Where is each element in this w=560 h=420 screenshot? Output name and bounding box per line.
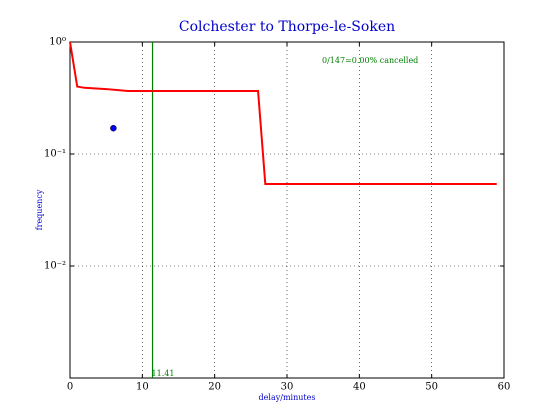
x-tick-label: 50 xyxy=(425,382,438,393)
x-tick-label: 30 xyxy=(281,382,294,393)
x-tick-label: 0 xyxy=(67,382,73,393)
annotation: 0/147=0.00% cancelled xyxy=(322,56,418,65)
x-tick-label: 20 xyxy=(208,382,221,393)
y-tick-label: 10⁰ xyxy=(49,37,66,48)
x-tick-label: 10 xyxy=(136,382,149,393)
x-axis-label: delay/minutes xyxy=(259,393,316,402)
chart-title: Colchester to Thorpe-le-Soken xyxy=(179,19,395,35)
x-tick-label: 60 xyxy=(498,382,511,393)
y-tick-label: 10⁻¹ xyxy=(44,149,66,160)
x-tick-label: 40 xyxy=(353,382,366,393)
reference-label: 11.41 xyxy=(152,369,175,378)
y-tick-label: 10⁻² xyxy=(44,261,66,272)
scatter-point xyxy=(110,124,117,132)
y-axis-label: frequency xyxy=(35,189,44,230)
line-series xyxy=(69,41,497,185)
